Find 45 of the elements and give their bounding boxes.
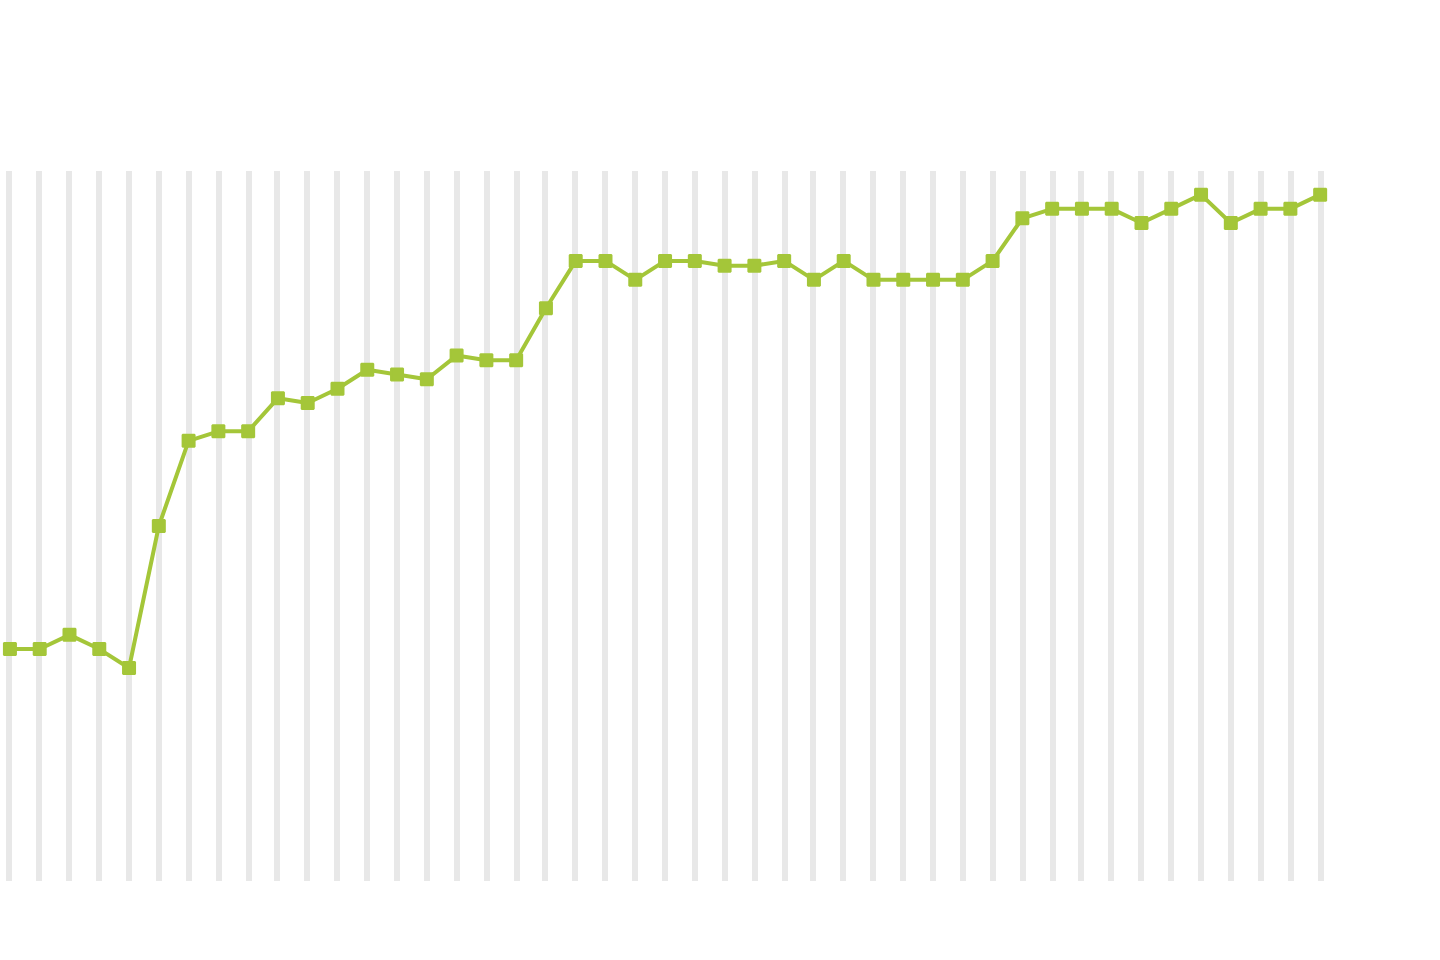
- point: [568, 253, 583, 268]
- point: [1045, 201, 1060, 216]
- point: [1074, 201, 1089, 216]
- point: [2, 642, 17, 657]
- point: [1283, 201, 1298, 216]
- point: [32, 642, 47, 657]
- point: [1104, 201, 1119, 216]
- point: [717, 258, 732, 273]
- point: [211, 424, 226, 439]
- point: [1253, 201, 1268, 216]
- point: [1015, 211, 1030, 226]
- point: [270, 391, 285, 406]
- point: [896, 272, 911, 287]
- point: [538, 301, 553, 316]
- point: [330, 381, 345, 396]
- point: [747, 258, 762, 273]
- point: [151, 519, 166, 533]
- point: [62, 627, 77, 642]
- point: [241, 424, 256, 439]
- point: [1223, 216, 1238, 231]
- point: [1313, 187, 1328, 202]
- point: [687, 253, 702, 268]
- point: [509, 353, 524, 368]
- point: [1164, 201, 1179, 216]
- point: [479, 353, 494, 368]
- point: [390, 367, 405, 382]
- point: [419, 372, 434, 387]
- point: [836, 253, 851, 268]
- point: [122, 661, 137, 675]
- point: [1134, 216, 1149, 231]
- point: [806, 272, 821, 287]
- point: [181, 433, 196, 448]
- point: [955, 272, 970, 287]
- point: [1194, 187, 1209, 202]
- point: [628, 272, 643, 287]
- point: [866, 272, 881, 287]
- point: [658, 253, 673, 268]
- point: [449, 348, 464, 363]
- point: [92, 642, 107, 657]
- point: [598, 253, 613, 268]
- point: [777, 253, 792, 268]
- point: [985, 253, 1000, 268]
- point: [926, 272, 941, 287]
- point: [360, 362, 375, 377]
- point: [300, 395, 315, 410]
